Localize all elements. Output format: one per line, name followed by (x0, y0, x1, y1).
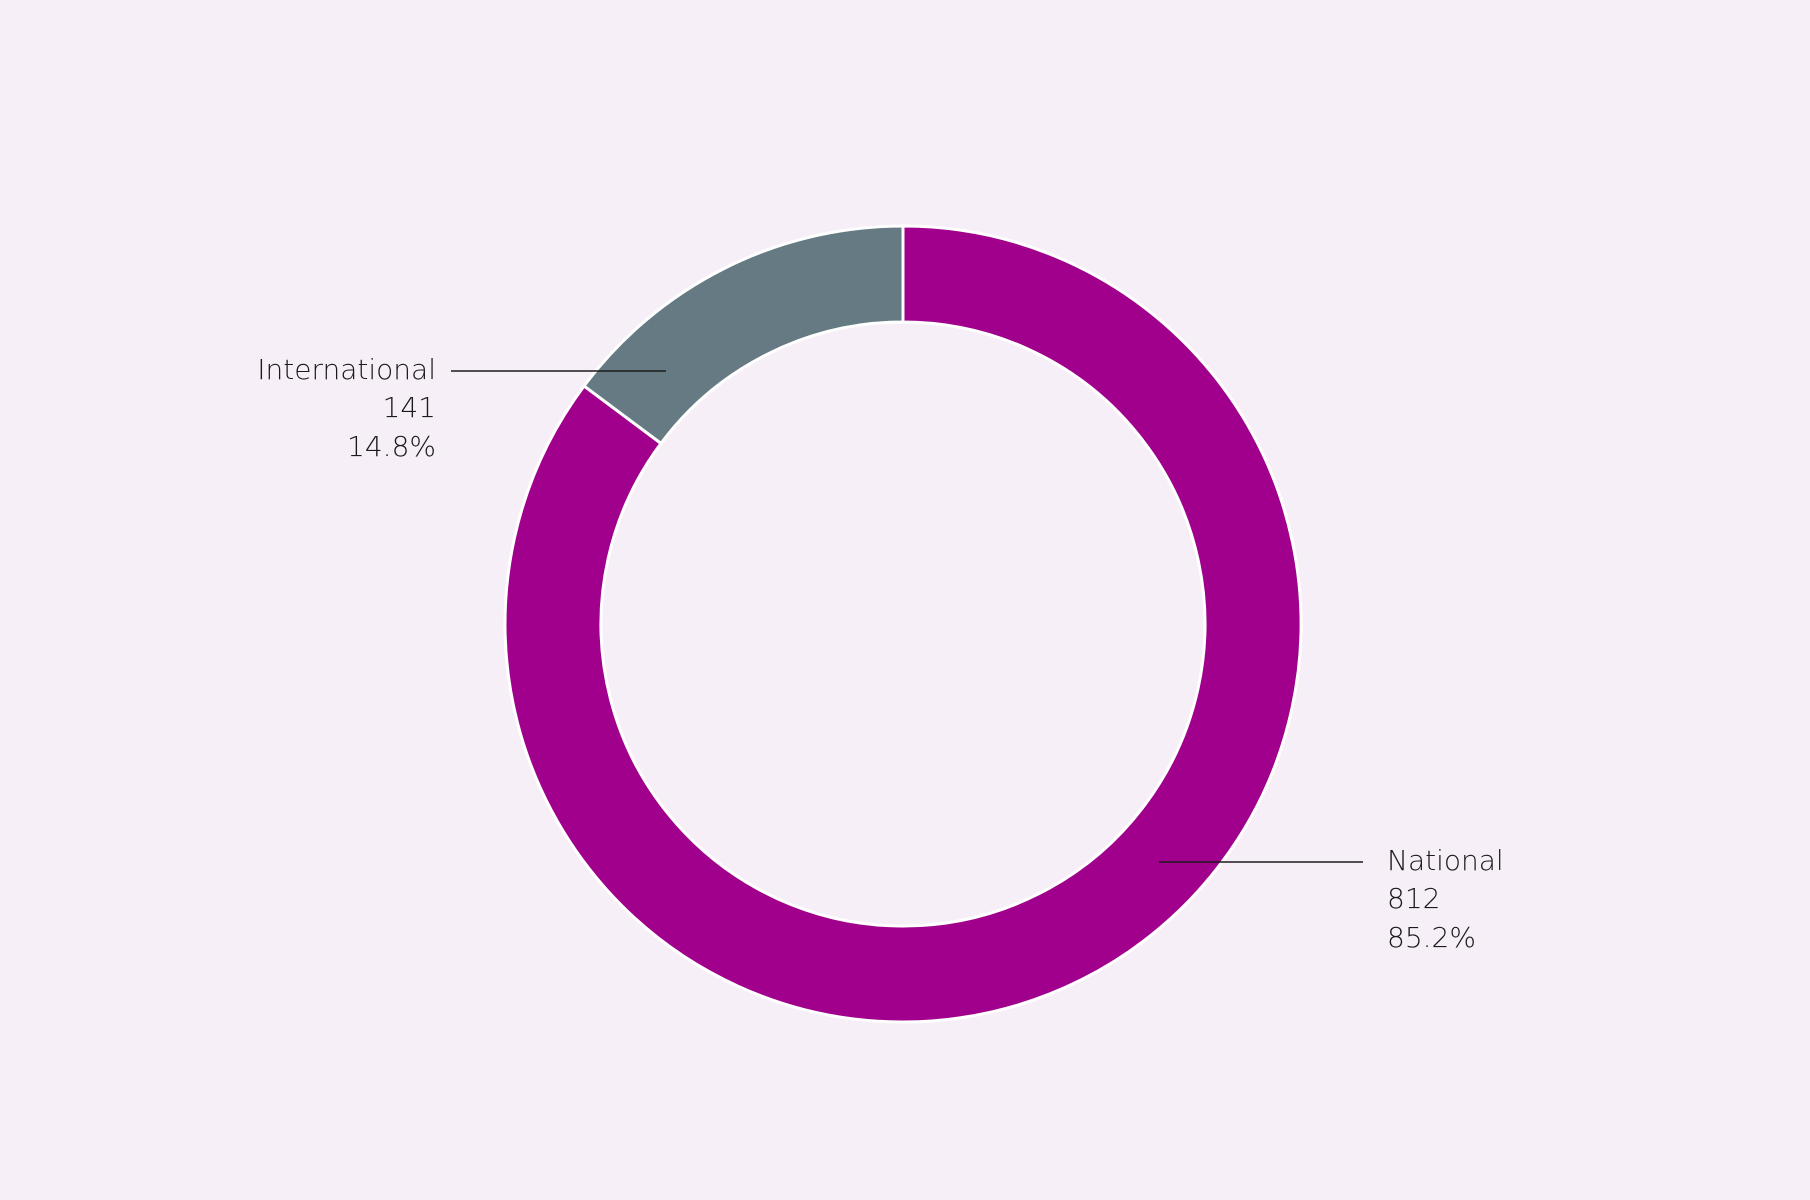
slice-value: 812 (1387, 882, 1440, 915)
slice-label: International (257, 353, 436, 386)
slice-percent: 85.2% (1387, 921, 1476, 954)
slice-value: 141 (383, 391, 436, 424)
donut-slice (503, 224, 1303, 1024)
donut-slice (581, 224, 905, 446)
slice-label: National (1387, 844, 1504, 877)
slice-percent: 14.8% (347, 430, 436, 463)
